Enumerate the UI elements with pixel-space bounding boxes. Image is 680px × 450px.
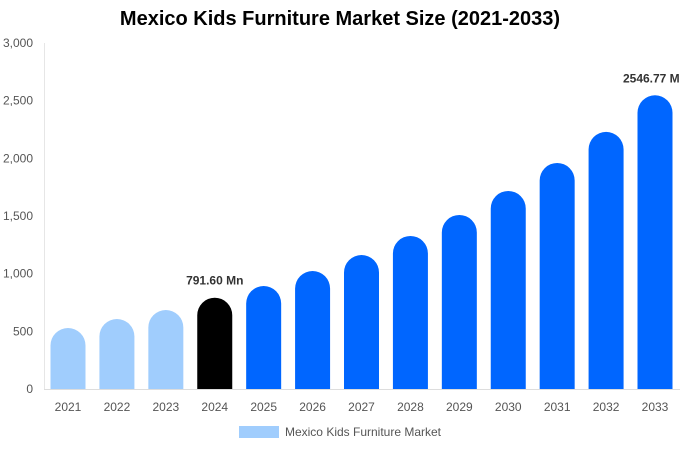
data-label: 791.60 Mn bbox=[186, 274, 243, 288]
x-tick-label: 2030 bbox=[495, 400, 522, 414]
bar-2027 bbox=[344, 254, 379, 389]
bar-2022 bbox=[99, 318, 135, 389]
bar-2033 bbox=[637, 95, 673, 390]
y-tick-label: 2,000 bbox=[3, 151, 33, 165]
x-tick-label: 2028 bbox=[397, 400, 424, 414]
bar-2030 bbox=[490, 190, 526, 389]
bar-2021 bbox=[50, 327, 86, 389]
x-tick-label: 2021 bbox=[55, 400, 82, 414]
y-tick-label: 0 bbox=[26, 382, 33, 396]
bar-2029 bbox=[441, 214, 477, 389]
y-tick-label: 3,000 bbox=[3, 36, 33, 50]
x-tick-label: 2032 bbox=[593, 400, 620, 414]
x-tick-label: 2022 bbox=[104, 400, 131, 414]
bar-2028 bbox=[392, 235, 428, 389]
legend-label: Mexico Kids Furniture Market bbox=[284, 425, 442, 439]
data-label: 2546.77 Mn bbox=[623, 71, 680, 85]
legend: Mexico Kids Furniture Market bbox=[0, 425, 680, 439]
x-tick-label: 2027 bbox=[348, 400, 375, 414]
x-tick-label: 2031 bbox=[544, 400, 571, 414]
bar-2032 bbox=[588, 131, 624, 389]
y-tick-label: 1,500 bbox=[3, 209, 33, 223]
x-tick-label: 2029 bbox=[446, 400, 473, 414]
bar-2031 bbox=[539, 162, 575, 389]
x-tick-label: 2026 bbox=[299, 400, 326, 414]
x-tick-label: 2024 bbox=[201, 400, 228, 414]
bar-2023 bbox=[148, 309, 184, 389]
x-tick-label: 2033 bbox=[642, 400, 669, 414]
x-tick-label: 2025 bbox=[250, 400, 277, 414]
chart-title: Mexico Kids Furniture Market Size (2021-… bbox=[119, 8, 561, 30]
x-tick-label: 2023 bbox=[152, 400, 179, 414]
bar-2024 bbox=[197, 297, 233, 389]
y-tick-label: 2,500 bbox=[3, 94, 33, 108]
bar-2026 bbox=[295, 271, 331, 389]
y-tick-label: 500 bbox=[13, 324, 33, 338]
bar-2025 bbox=[246, 286, 282, 389]
y-tick-label: 1,000 bbox=[3, 267, 33, 281]
legend-swatch bbox=[238, 426, 279, 438]
